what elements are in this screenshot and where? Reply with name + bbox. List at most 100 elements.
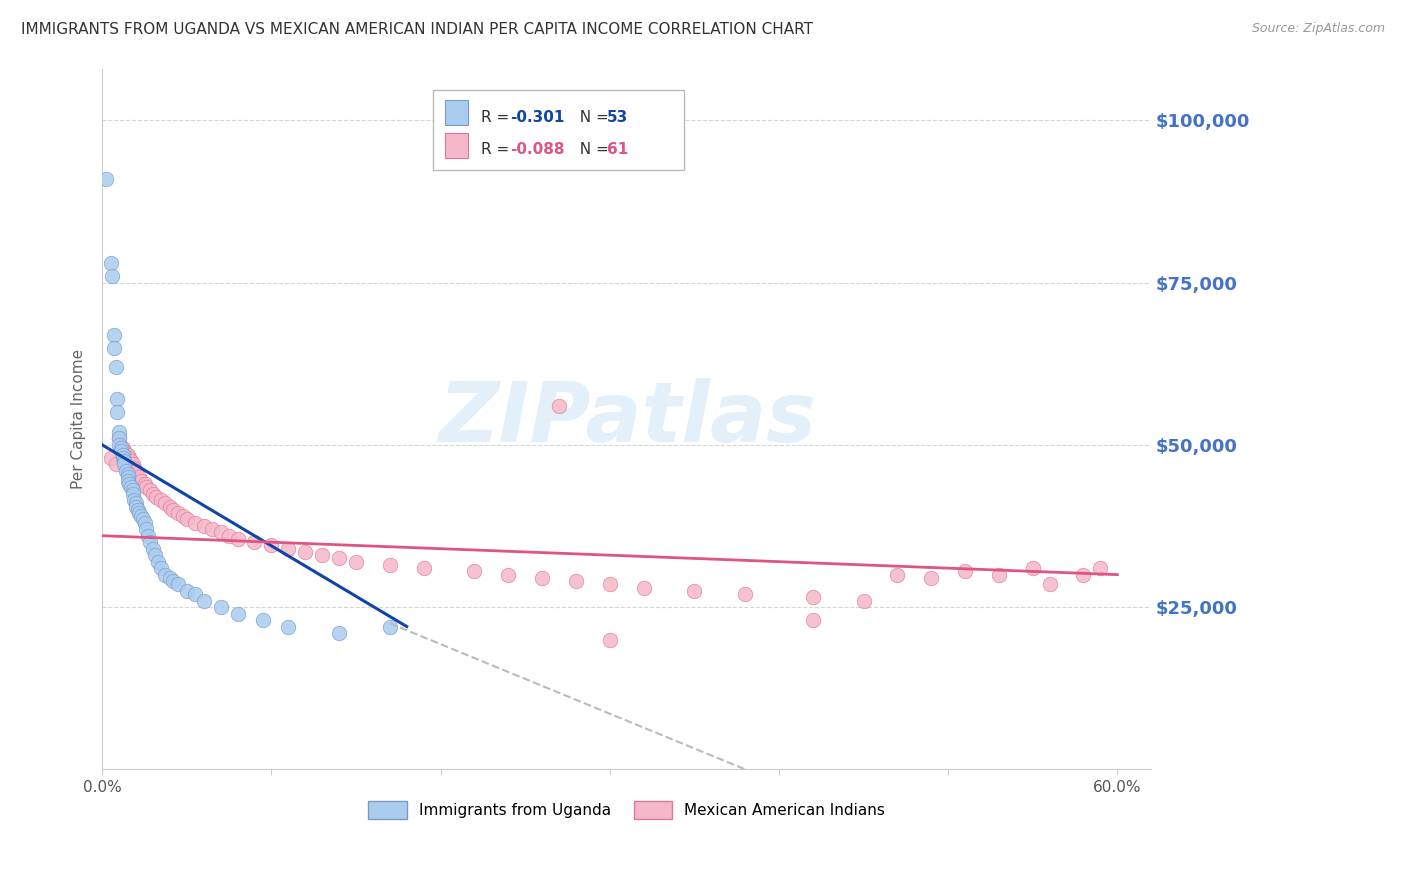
Text: 53: 53 [607,110,628,125]
Text: IMMIGRANTS FROM UGANDA VS MEXICAN AMERICAN INDIAN PER CAPITA INCOME CORRELATION : IMMIGRANTS FROM UGANDA VS MEXICAN AMERIC… [21,22,813,37]
Point [110,441,132,455]
Point [107,392,129,407]
Point [201,522,224,536]
Point [110,444,132,458]
Bar [446,100,468,125]
Point [852,593,875,607]
Point [117,467,139,481]
Point [801,613,824,627]
Point [112,444,135,458]
Point [176,583,198,598]
Point [121,483,143,498]
Point [129,474,152,488]
Point [104,359,127,374]
Point [121,486,143,500]
Point [143,548,166,562]
Point [108,425,131,439]
FancyBboxPatch shape [433,89,685,170]
Text: -0.301: -0.301 [510,110,565,125]
Point [111,441,134,455]
Point [117,448,139,462]
Point [94,171,117,186]
Text: -0.088: -0.088 [510,142,565,157]
Point [162,574,184,588]
Point [209,525,232,540]
Point [277,541,299,556]
Point [565,574,588,588]
Point [124,493,146,508]
Point [150,561,173,575]
Point [167,506,190,520]
Point [125,500,148,514]
Point [172,509,194,524]
Point [153,567,176,582]
Point [344,555,367,569]
Point [953,565,976,579]
Point [103,327,125,342]
Point [378,619,401,633]
Point [142,486,165,500]
Point [920,571,942,585]
Point [104,458,127,472]
Point [1090,561,1112,575]
Point [135,480,157,494]
Point [412,561,434,575]
Point [633,581,655,595]
Point [132,512,155,526]
Point [120,454,142,468]
Point [463,565,485,579]
Point [111,450,134,465]
Point [136,529,159,543]
Point [548,399,571,413]
Bar [446,133,468,158]
Text: N =: N = [569,110,613,125]
Point [734,587,756,601]
Text: 61: 61 [607,142,628,157]
Point [294,545,316,559]
Point [328,551,350,566]
Text: R =: R = [481,110,515,125]
Point [115,464,138,478]
Point [103,341,125,355]
Point [121,458,143,472]
Point [328,626,350,640]
Point [176,512,198,526]
Point [1073,567,1095,582]
Text: N =: N = [569,142,613,157]
Point [277,619,299,633]
Point [138,483,160,498]
Legend: Immigrants from Uganda, Mexican American Indians: Immigrants from Uganda, Mexican American… [363,795,891,825]
Point [1039,577,1062,591]
Point [118,450,141,465]
Text: Source: ZipAtlas.com: Source: ZipAtlas.com [1251,22,1385,36]
Point [117,470,139,484]
Point [226,607,249,621]
Point [162,502,184,516]
Point [193,593,215,607]
Point [226,532,249,546]
Point [683,583,706,598]
Point [167,577,190,591]
Point [496,567,519,582]
Point [142,541,165,556]
Point [127,502,149,516]
Point [599,632,621,647]
Point [129,509,152,524]
Point [243,535,266,549]
Point [146,555,169,569]
Point [117,474,139,488]
Point [159,500,181,514]
Point [118,476,141,491]
Point [125,464,148,478]
Point [218,529,240,543]
Point [1022,561,1045,575]
Point [145,490,167,504]
Point [135,522,157,536]
Point [128,470,150,484]
Point [599,577,621,591]
Point [209,600,232,615]
Point [260,538,283,552]
Text: R =: R = [481,142,515,157]
Point [111,448,134,462]
Point [311,548,333,562]
